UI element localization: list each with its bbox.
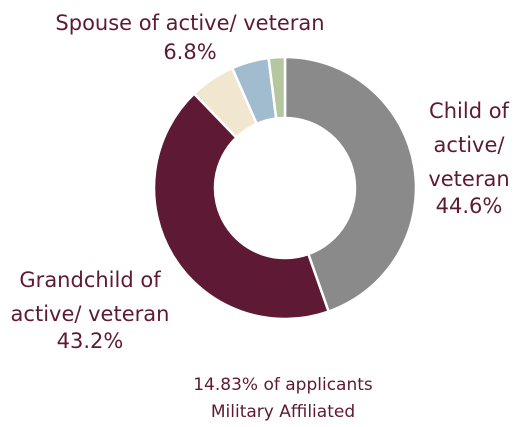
footnote: 14.83% of applicants Military Affiliated — [193, 375, 373, 422]
label-grandchild-value: 43.2% — [57, 329, 124, 353]
label-spouse-line-1: Spouse of active/ veteran — [55, 11, 324, 35]
slice-child — [283, 55, 418, 313]
label-grandchild: Grandchild of active/ veteran 43.2% — [11, 268, 170, 353]
footnote-line-1: 14.83% of applicants — [193, 375, 373, 395]
label-child-line-3: veteran — [428, 167, 509, 191]
footnote-line-2: Military Affiliated — [211, 402, 355, 422]
label-grandchild-line-2: active/ veteran — [11, 302, 170, 326]
label-child-line-1: Child of — [429, 99, 509, 123]
label-child-value: 44.6% — [436, 194, 503, 218]
label-child-line-2: active/ — [434, 133, 506, 157]
label-grandchild-line-1: Grandchild of — [19, 268, 161, 292]
slice-grandchild — [152, 92, 330, 321]
slice-unlabeled-green — [267, 55, 287, 120]
label-spouse-value: 6.8% — [163, 40, 216, 64]
donut-slices — [152, 55, 418, 321]
label-child: Child of active/ veteran 44.6% — [428, 99, 509, 218]
label-spouse: Spouse of active/ veteran 6.8% — [55, 11, 324, 64]
